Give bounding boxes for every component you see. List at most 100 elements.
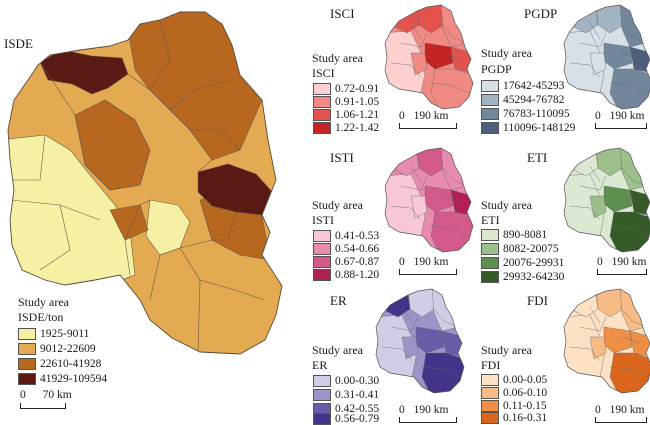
- main-map: [7, 11, 283, 355]
- panel-boundary: [390, 205, 422, 221]
- scalebar-zero-label: 0: [20, 389, 26, 401]
- legend-swatch: [313, 96, 331, 108]
- panel-title-eti: ETI: [527, 150, 548, 165]
- legend-label: 0.56-0.79: [335, 413, 380, 425]
- panel-legend-item: 76783-110095: [481, 108, 570, 120]
- panel-title-isci: ISCI: [330, 6, 355, 21]
- scalebar-zero-label: 0: [595, 404, 601, 416]
- panel-region: [629, 46, 650, 74]
- panel-boundary: [410, 22, 422, 40]
- panel-scalebar-isci: 0 190 km: [399, 110, 457, 129]
- scalebar-end-label: 190 km: [609, 404, 645, 416]
- panel-legend-heading-isci: Study area: [312, 51, 363, 65]
- main-legend-label: 9012-22609: [40, 343, 96, 355]
- panel-legend-item: 0.00-0.30: [313, 375, 379, 387]
- panel-boundary: [609, 225, 649, 237]
- panel-boundary: [589, 165, 601, 183]
- panel-boundary: [621, 195, 641, 203]
- panel-boundary: [390, 62, 422, 78]
- legend-swatch: [481, 400, 499, 412]
- scalebar-zero-label: 0: [597, 256, 603, 268]
- legend-swatch: [481, 94, 499, 106]
- main-map-outline: [7, 11, 283, 355]
- panel-boundary: [569, 205, 601, 221]
- panel-legend-item: 110096-148129: [481, 122, 575, 134]
- main-legend-item: 41929-109594: [18, 373, 107, 385]
- legend-swatch: [481, 271, 499, 283]
- panel-title-fdi: FDI: [527, 293, 548, 308]
- panel-boundary: [391, 316, 419, 332]
- panel-region: [441, 330, 464, 358]
- legend-label: 8082-20075: [503, 243, 559, 255]
- panel-boundary: [442, 52, 462, 60]
- panel-legend-item: 0.06-0.10: [481, 387, 547, 399]
- main-legend-item: 1925-9011: [18, 328, 89, 340]
- panel-legend-item: 0.11-0.15: [481, 400, 547, 412]
- panel-legend-item: 20076-29931: [481, 257, 564, 269]
- legend-swatch: [481, 374, 499, 386]
- legend-swatch: [313, 269, 331, 281]
- panel-scalebar-fdi: 0 190 km: [595, 404, 647, 423]
- panel-legend-heading-fdi: Study area: [481, 343, 532, 357]
- panel-legend-item: 0.91-1.05: [313, 96, 379, 108]
- scalebar-bar: [595, 123, 647, 129]
- panel-title-pgdp: PGDP: [524, 6, 558, 21]
- panel-boundary: [619, 306, 647, 328]
- panel-region: [430, 211, 473, 252]
- panel-legend-heading-eti: Study area: [481, 198, 532, 212]
- panel-region: [629, 189, 650, 217]
- legend-label: 890-8081: [503, 229, 548, 241]
- legend-label: 0.31-0.41: [335, 389, 380, 401]
- panel-legend-heading-isti: Study area: [312, 198, 363, 212]
- panel-map-isti: [384, 147, 474, 253]
- panel-legend-item: 0.00-0.05: [481, 374, 547, 386]
- legend-swatch: [481, 257, 499, 269]
- panel-region: [609, 352, 650, 393]
- panel-region: [450, 189, 473, 217]
- panel-region: [421, 352, 464, 393]
- panel-boundary: [609, 82, 649, 94]
- main-legend-label: 1925-9011: [40, 328, 90, 340]
- panel-legend-item: 17642-45293: [481, 80, 564, 92]
- panel-legend-item: 0.88-1.20: [313, 269, 379, 281]
- legend-label: 0.72-0.91: [335, 83, 380, 95]
- legend-swatch: [313, 230, 331, 242]
- panel-boundary: [621, 336, 641, 344]
- panel-region: [564, 30, 605, 94]
- panel-region: [450, 46, 473, 74]
- panel-outline: [375, 288, 465, 394]
- scalebar-zero-label: 0: [399, 256, 405, 268]
- panel-legend-heading-er: Study area: [312, 343, 363, 357]
- main-legend-item: 22610-41928: [18, 358, 101, 370]
- panel-boundary: [589, 306, 601, 324]
- panel-outline: [384, 4, 474, 110]
- panel-boundary: [400, 32, 428, 48]
- legend-label: 0.42-0.55: [335, 403, 380, 415]
- panel-outline: [563, 4, 650, 110]
- scalebar-end-label: 190 km: [611, 256, 647, 268]
- panel-legend-item: 0.54-0.66: [313, 243, 379, 255]
- panel-boundary: [589, 22, 601, 40]
- panel-boundary: [400, 175, 428, 191]
- panel-boundary: [621, 52, 641, 60]
- panel-map-eti: [563, 147, 650, 253]
- panel-legend-subtitle-isti: ISTI: [312, 213, 334, 227]
- main-legend-swatch: [18, 328, 36, 340]
- main-legend-label: 22610-41928: [40, 358, 102, 370]
- panel-map-fdi: [563, 288, 650, 394]
- legend-swatch: [481, 387, 499, 399]
- scalebar-bar: [399, 417, 457, 423]
- panel-boundary: [609, 366, 649, 378]
- panel-legend-subtitle-er: ER: [312, 358, 328, 372]
- panel-boundary: [619, 22, 647, 44]
- main-legend-swatch: [18, 343, 36, 355]
- panel-legend-item: 29932-64230: [481, 271, 564, 283]
- scalebar-end-label: 190 km: [413, 404, 449, 416]
- panel-region: [376, 314, 417, 378]
- legend-label: 110096-148129: [503, 122, 576, 134]
- panel-scalebar-eti: 0 190 km: [597, 256, 647, 275]
- legend-swatch: [481, 122, 499, 134]
- panel-boundary: [430, 225, 470, 237]
- panel-boundary: [579, 32, 607, 48]
- scalebar-bar: [20, 403, 66, 409]
